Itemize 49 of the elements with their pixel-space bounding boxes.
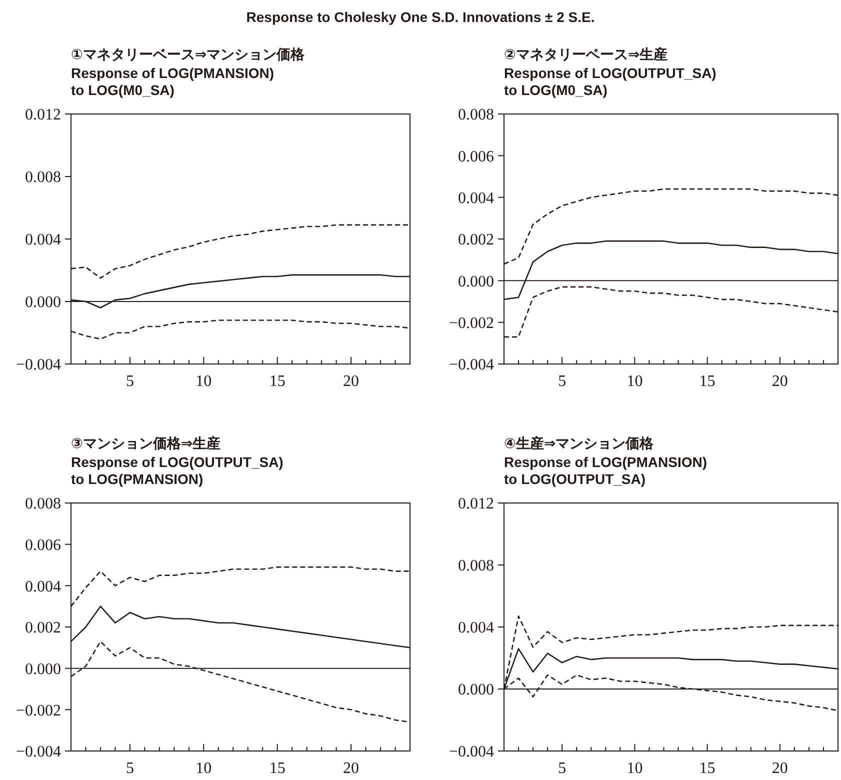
x-tick-label: 15 [699,373,716,390]
y-tick-label: 0.006 [458,148,494,166]
x-tick-label: 10 [196,760,212,777]
x-tick-label: 15 [269,760,286,777]
y-tick-label: 0.004 [25,232,61,249]
y-tick-label: −0.004 [16,744,61,761]
x-tick-label: 20 [343,373,360,390]
y-tick-label: 0.004 [458,620,494,637]
chart-title: ①マネタリーベース⇒マンション価格 [71,46,306,62]
y-tick-label: 0.004 [458,190,494,207]
x-tick-label: 5 [126,760,134,777]
chart-subtitle: Response of LOG(OUTPUT_SA) to LOG(M0_SA) [504,65,716,98]
y-tick-label: 0.000 [25,660,61,678]
x-tick-label: 5 [558,760,566,777]
y-tick-label: 0.002 [458,232,494,249]
y-tick-label: 0.008 [458,106,494,124]
y-tick-label: 0.004 [25,578,61,596]
x-tick-label: 20 [343,760,360,777]
x-tick-label: 5 [558,373,566,390]
y-tick-label: 0.000 [25,294,61,312]
x-tick-label: 20 [772,373,788,390]
y-tick-label: −0.002 [448,314,494,332]
x-tick-label: 20 [772,760,788,777]
y-tick-label: 0.000 [458,682,494,699]
y-tick-label: 0.002 [25,620,61,637]
y-tick-label: −0.004 [448,356,494,374]
y-tick-label: 0.006 [25,536,61,554]
text: Response to Cholesky One S.D. Innovations ± 2 S.E. [246,9,595,25]
chart-subtitle: Response of LOG(PMANSION) to LOG(M0_SA) [71,65,274,98]
y-tick-label: 0.012 [458,496,494,513]
chart-title: ④生産⇒マンション価格 [504,435,655,451]
y-tick-label: 0.008 [458,558,494,575]
chart-title: ③マンション価格⇒生産 [71,435,221,451]
x-tick-label: 5 [126,373,134,390]
x-tick-label: 10 [196,373,212,390]
chart-title: ②マネタリーベース⇒生産 [504,46,668,62]
y-tick-label: 0.000 [458,273,494,290]
y-tick-label: 0.012 [25,106,61,124]
y-tick-label: 0.008 [25,169,61,186]
chart-subtitle: Response of LOG(OUTPUT_SA) to LOG(PMANSION) [71,454,284,487]
y-tick-label: −0.002 [16,702,61,720]
x-tick-label: 10 [626,373,643,390]
y-tick-label: −0.004 [448,744,494,761]
x-tick-label: 15 [269,373,286,390]
x-tick-label: 10 [626,760,643,777]
x-tick-label: 15 [699,760,716,777]
chart-subtitle: Response of LOG(PMANSION) to LOG(OUTPUT_SA) [504,454,708,487]
y-tick-label: −0.004 [16,356,61,374]
y-tick-label: 0.008 [25,496,61,513]
